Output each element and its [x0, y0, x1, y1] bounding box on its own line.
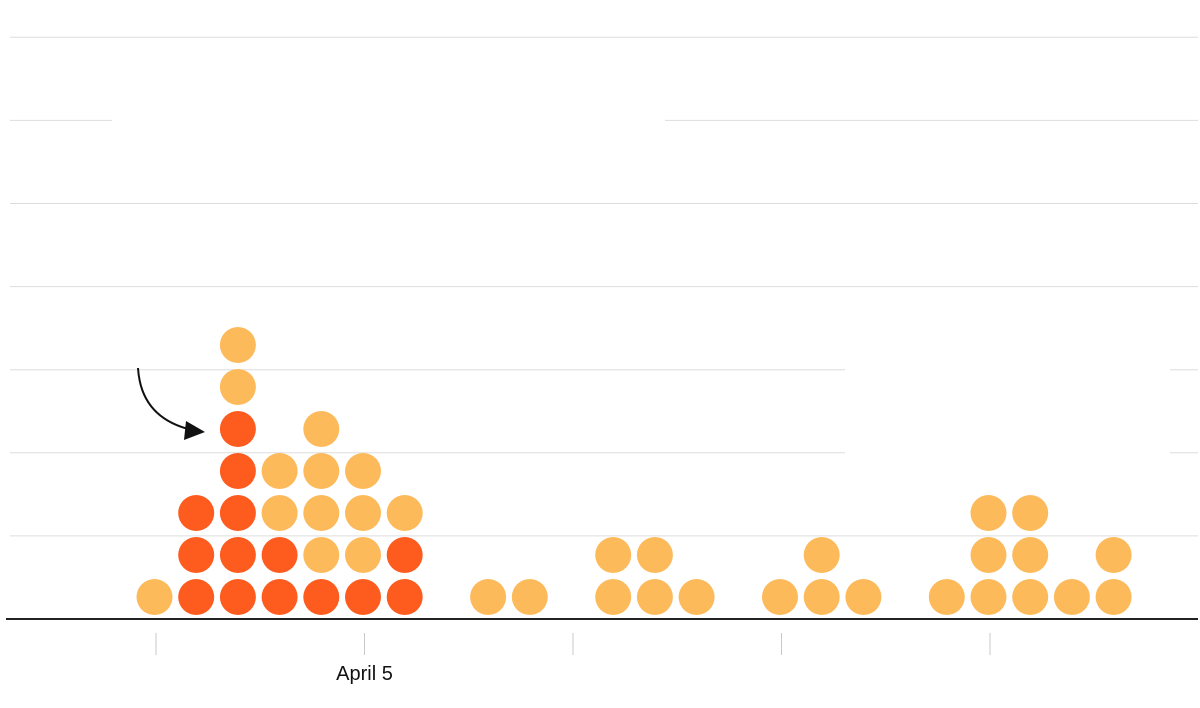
dot-highlight: [261, 579, 298, 615]
dot-highlight: [219, 495, 256, 531]
dot-highlight: [219, 411, 256, 447]
dot: [1095, 579, 1132, 615]
dot-highlight: [219, 579, 256, 615]
dot: [803, 579, 840, 615]
dot: [1095, 537, 1132, 573]
dots: [136, 327, 1132, 615]
dot: [261, 453, 298, 489]
dot: [470, 579, 507, 615]
dot: [1012, 579, 1049, 615]
dot: [303, 411, 340, 447]
dot: [928, 579, 965, 615]
dot: [678, 579, 715, 615]
dot: [345, 453, 381, 489]
dot: [219, 369, 256, 405]
dot: [970, 537, 1007, 573]
dot: [970, 495, 1007, 531]
dot: [636, 579, 673, 615]
dot: [1053, 579, 1090, 615]
dot: [803, 537, 840, 573]
dot-highlight: [261, 537, 298, 573]
gridline-gaps: [112, 110, 1170, 463]
dot-highlight: [178, 495, 215, 531]
annotation-curve: [137, 367, 193, 431]
dot: [1012, 495, 1049, 531]
dot: [303, 495, 340, 531]
dot: [386, 495, 423, 531]
dot: [136, 579, 173, 615]
dot-highlight: [386, 579, 423, 615]
dot-highlight: [345, 579, 381, 615]
dot-highlight: [303, 579, 340, 615]
dot: [970, 579, 1007, 615]
dot-highlight: [219, 453, 256, 489]
dot-highlight: [178, 579, 215, 615]
dot: [762, 579, 798, 615]
dot: [303, 453, 340, 489]
dot: [636, 537, 673, 573]
dot: [595, 537, 632, 573]
x-axis-ticks: April 5: [155, 633, 991, 685]
dot: [345, 495, 381, 531]
dot: [219, 327, 256, 363]
annotation-arrow: [137, 367, 205, 440]
dot: [303, 537, 340, 573]
dot: [595, 579, 632, 615]
x-tick-label: April 5: [336, 663, 393, 685]
dot-highlight: [178, 537, 215, 573]
dot-highlight: [219, 537, 256, 573]
dot-highlight: [386, 537, 423, 573]
dot: [345, 537, 381, 573]
dot: [261, 495, 298, 531]
dot: [1012, 537, 1049, 573]
annotation-arrowhead: [184, 421, 205, 440]
dot: [845, 579, 882, 615]
dot: [511, 579, 548, 615]
